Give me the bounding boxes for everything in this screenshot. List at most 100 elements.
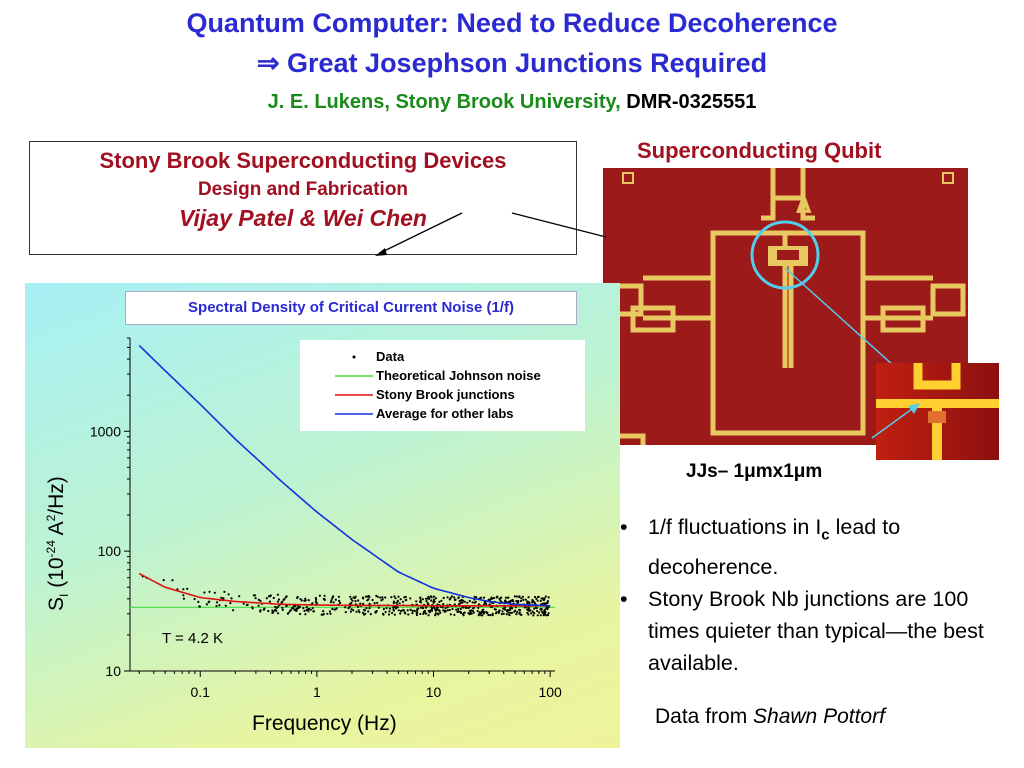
data-point: [457, 610, 460, 613]
data-point: [482, 596, 486, 599]
data-point: [464, 606, 467, 609]
data-point: [503, 608, 507, 611]
data-point: [453, 598, 456, 601]
data-point: [276, 600, 279, 603]
data-point: [496, 595, 499, 598]
data-point: [542, 614, 545, 617]
data-point: [229, 602, 232, 605]
data-point: [437, 609, 441, 612]
legend-swatch-data: [352, 355, 356, 359]
data-point: [367, 594, 370, 598]
data-point: [432, 598, 436, 601]
data-point: [459, 602, 462, 605]
data-point: [540, 597, 543, 600]
data-point: [351, 599, 354, 602]
data-point: [526, 608, 529, 611]
data-point: [535, 597, 538, 600]
x-tick-label: 1: [313, 684, 321, 700]
data-point: [277, 612, 280, 615]
data-point: [395, 601, 398, 604]
lab-subtitle: Design and Fabrication: [197, 179, 409, 200]
data-point: [463, 611, 466, 614]
data-point: [396, 606, 399, 609]
data-point: [415, 600, 418, 603]
data-point: [295, 609, 298, 612]
data-point: [502, 607, 505, 610]
data-point: [267, 609, 270, 613]
legend-label: Stony Brook junctions: [376, 387, 515, 402]
data-point: [461, 601, 464, 604]
data-point: [453, 613, 456, 616]
data-point: [471, 601, 474, 604]
data-point: [539, 614, 542, 617]
data-point: [468, 599, 471, 603]
data-point: [399, 598, 402, 601]
x-tick-label: 10: [426, 684, 442, 700]
data-point: [543, 609, 546, 612]
data-point: [545, 601, 548, 605]
data-point: [406, 609, 409, 612]
data-point: [494, 612, 498, 615]
data-point: [344, 606, 347, 609]
data-point: [546, 607, 549, 611]
data-point: [471, 609, 474, 612]
data-point: [500, 596, 503, 599]
data-point: [272, 596, 275, 600]
data-point: [314, 600, 317, 603]
data-point: [524, 598, 527, 601]
data-point: [291, 606, 294, 609]
data-point: [526, 600, 529, 603]
data-point: [399, 612, 402, 615]
data-point: [507, 611, 510, 614]
data-point: [304, 613, 307, 616]
data-point: [306, 608, 309, 611]
data-point: [415, 613, 418, 617]
chart-title: Spectral Density of Critical Current Noi…: [125, 291, 577, 325]
data-point: [544, 595, 548, 598]
title-line-1: Quantum Computer: Need to Reduce Decoher…: [186, 8, 838, 38]
data-point: [399, 610, 403, 613]
data-point: [543, 602, 546, 605]
data-point: [506, 610, 509, 613]
data-point: [227, 593, 230, 596]
x-tick-label: 100: [538, 684, 562, 700]
data-point: [422, 607, 425, 610]
data-point: [281, 606, 284, 609]
data-point: [546, 614, 550, 617]
data-point: [218, 604, 221, 607]
data-point: [303, 599, 306, 602]
data-point: [535, 606, 538, 610]
data-point: [482, 612, 485, 615]
data-point: [477, 606, 480, 609]
y-tick-label: 100: [98, 543, 122, 559]
data-point: [517, 601, 520, 604]
bullet-text-rest: lead to decoherence.: [648, 515, 901, 580]
data-point: [321, 613, 325, 616]
data-point: [416, 608, 419, 611]
data-point: [388, 610, 391, 613]
bullet-item: • Stony Brook Nb junctions are 100 times…: [620, 587, 984, 676]
data-point: [518, 596, 521, 599]
data-point: [293, 608, 296, 611]
data-point: [312, 610, 315, 613]
data-point: [547, 612, 550, 615]
data-point: [276, 593, 279, 596]
data-point: [198, 605, 201, 608]
data-point: [265, 597, 268, 600]
byline: J. E. Lukens, Stony Brook University, DM…: [0, 91, 1024, 114]
credit-name: Shawn Pottorf: [753, 705, 885, 728]
data-point: [215, 604, 218, 608]
data-point: [499, 599, 502, 602]
data-point: [276, 605, 279, 608]
data-credit: Data from Shawn Pottorf: [655, 705, 885, 729]
data-point: [513, 610, 516, 613]
data-point: [281, 600, 284, 603]
data-point: [480, 612, 483, 615]
data-point: [482, 608, 485, 611]
bullet-text: Stony Brook Nb junctions are 100 times q…: [648, 587, 984, 676]
stony-brook-curve: [138, 572, 551, 607]
author: J. E. Lukens, Stony Brook University,: [267, 91, 621, 113]
data-point: [392, 600, 395, 603]
data-point: [490, 596, 493, 599]
data-point: [459, 611, 462, 614]
